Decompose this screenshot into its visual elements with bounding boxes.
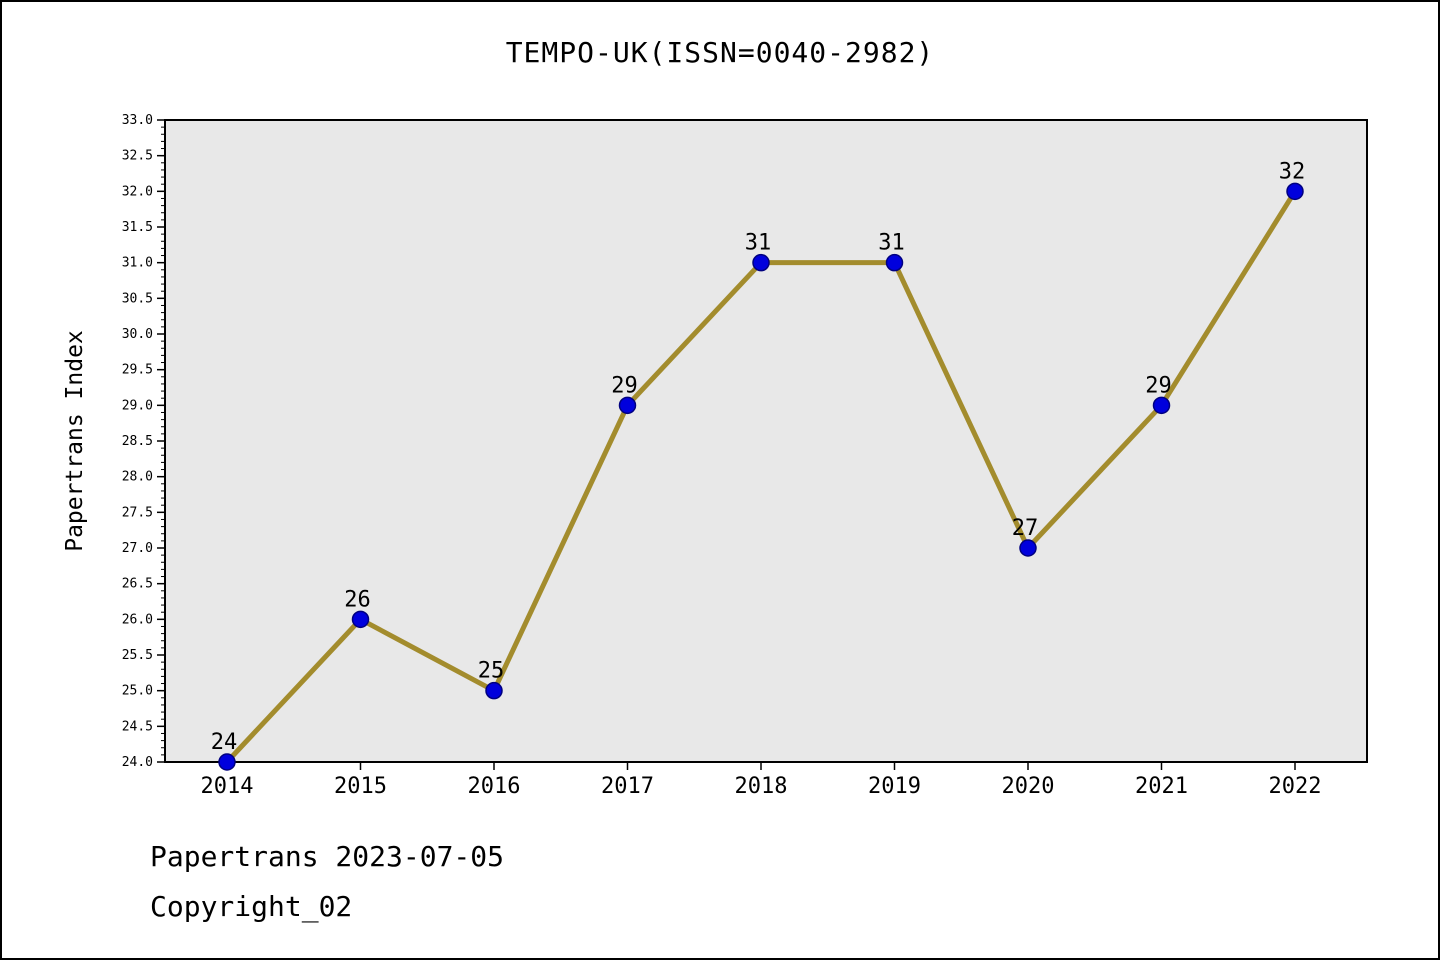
y-tick-label: 26.5 (122, 577, 153, 592)
data-point-label: 29 (1145, 373, 1172, 398)
chart-title: TEMPO-UK(ISSN=0040-2982) (505, 36, 935, 69)
y-tick-label: 27.0 (122, 541, 153, 556)
y-tick-label: 30.0 (122, 327, 153, 342)
data-point-label: 29 (611, 373, 638, 398)
data-point-label: 31 (745, 231, 772, 256)
y-tick-label: 31.5 (122, 220, 153, 235)
y-tick-label: 24.5 (122, 719, 153, 734)
y-tick-label: 29.5 (122, 363, 153, 378)
data-point (1152, 396, 1171, 415)
data-point-label: 26 (344, 587, 371, 612)
y-axis-label: Papertrans Index (62, 330, 88, 552)
x-tick-label: 2019 (868, 774, 921, 799)
data-point-label: 27 (1012, 516, 1039, 541)
y-tick-label: 27.5 (122, 505, 153, 520)
x-tick-label: 2014 (201, 774, 254, 799)
x-tick-label: 2018 (735, 774, 788, 799)
data-point (618, 396, 637, 415)
x-tick-label: 2016 (468, 774, 521, 799)
y-tick-label: 24.0 (122, 755, 153, 770)
x-tick-label: 2022 (1269, 774, 1322, 799)
data-point-label: 24 (211, 730, 238, 755)
y-tick-label: 28.0 (122, 470, 153, 485)
x-tick-label: 2015 (334, 774, 387, 799)
data-point (218, 753, 236, 771)
y-tick-label: 25.0 (122, 684, 153, 699)
data-point (351, 610, 370, 629)
x-tick-label: 2021 (1135, 774, 1188, 799)
y-tick-label: 31.0 (122, 256, 153, 271)
data-point-label: 25 (478, 659, 505, 684)
data-point (1019, 539, 1037, 557)
data-point-label: 31 (878, 231, 905, 256)
y-tick-label: 26.0 (122, 612, 153, 627)
footer-copyright: Copyright_02 (150, 890, 353, 923)
data-point-label: 32 (1279, 159, 1306, 184)
line-chart: 24.0 24.5 25.0 25.5 26.0 26.5 27.0 27.5 28.0 28.5… (62, 113, 1368, 799)
y-tick-label: 32.0 (122, 184, 153, 199)
y-tick-label: 33.0 (122, 113, 153, 128)
data-point (485, 681, 503, 700)
footer-date: Papertrans 2023-07-05 (150, 840, 505, 873)
x-tick-label: 2017 (601, 774, 654, 799)
data-point (752, 253, 770, 272)
data-point (885, 253, 904, 272)
x-tick-label: 2020 (1002, 774, 1055, 799)
y-tick-label: 29.0 (122, 398, 153, 413)
y-tick-label: 25.5 (122, 648, 153, 663)
y-tick-label: 30.5 (122, 291, 153, 306)
plot-area (164, 119, 1368, 763)
y-tick-label: 32.5 (122, 149, 153, 164)
y-tick-label: 28.5 (122, 434, 153, 449)
data-point (1286, 182, 1304, 201)
